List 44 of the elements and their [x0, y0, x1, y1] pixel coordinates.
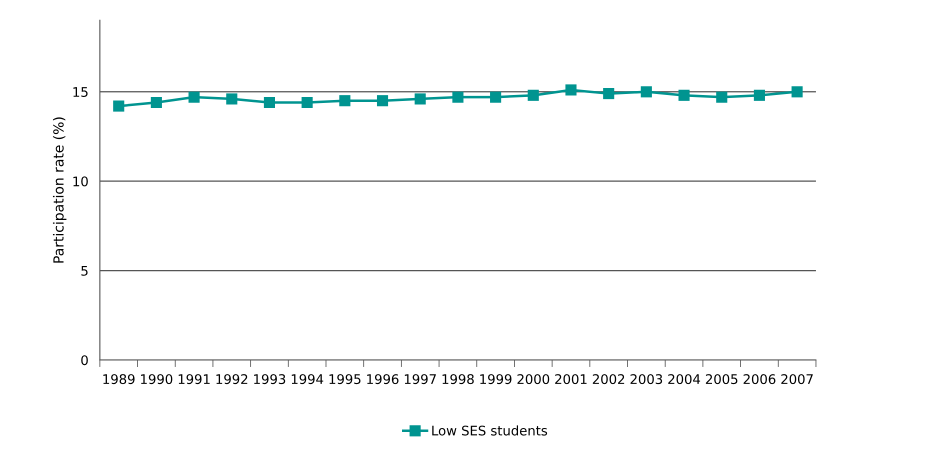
point: [528, 90, 539, 101]
point: [150, 96, 162, 108]
point: [414, 93, 426, 104]
x-tick-label: 1999: [480, 374, 512, 384]
y-tick-label: 15: [73, 87, 88, 97]
point: [678, 90, 690, 101]
point: [490, 92, 502, 103]
point: [188, 92, 200, 103]
y-tick-label: 10: [73, 176, 88, 186]
point: [640, 86, 652, 98]
x-tick-label: 1995: [329, 374, 360, 384]
point: [376, 95, 388, 106]
point: [226, 93, 238, 104]
point: [716, 92, 728, 103]
x-tick-label: 2005: [706, 374, 738, 384]
point: [565, 84, 577, 96]
point: [603, 88, 614, 100]
point: [452, 92, 464, 103]
x-tick-label: 2002: [592, 374, 624, 384]
x-tick-label: 1994: [292, 374, 324, 384]
x-tick-label: 1997: [404, 374, 436, 384]
x-tick-label: 1992: [216, 374, 248, 384]
x-tick-label: 1996: [367, 374, 398, 384]
x-tick-label: 2006: [744, 374, 776, 384]
x-tick-label: 1991: [178, 374, 210, 384]
legend-label: Low SES students: [432, 425, 548, 436]
point: [113, 100, 124, 112]
point: [264, 96, 276, 108]
x-tick-label: 2003: [630, 374, 662, 384]
point: [339, 95, 350, 106]
point: [792, 86, 803, 98]
point: [302, 96, 313, 108]
x-tick-label: 1989: [103, 374, 135, 384]
x-tick-label: 2004: [668, 374, 700, 384]
y-tick-label: 0: [81, 355, 88, 366]
y-tick-label: 5: [81, 266, 88, 276]
x-tick-label: 1998: [442, 374, 474, 384]
x-tick-label: 2007: [781, 374, 813, 384]
x-tick-label: 1993: [254, 374, 286, 384]
point: [754, 90, 765, 101]
y-axis-title: Participation rate (%): [52, 117, 66, 263]
x-tick-label: 2000: [517, 374, 550, 384]
x-tick-label: 1990: [141, 374, 172, 384]
x-tick-label: 2001: [555, 374, 587, 384]
